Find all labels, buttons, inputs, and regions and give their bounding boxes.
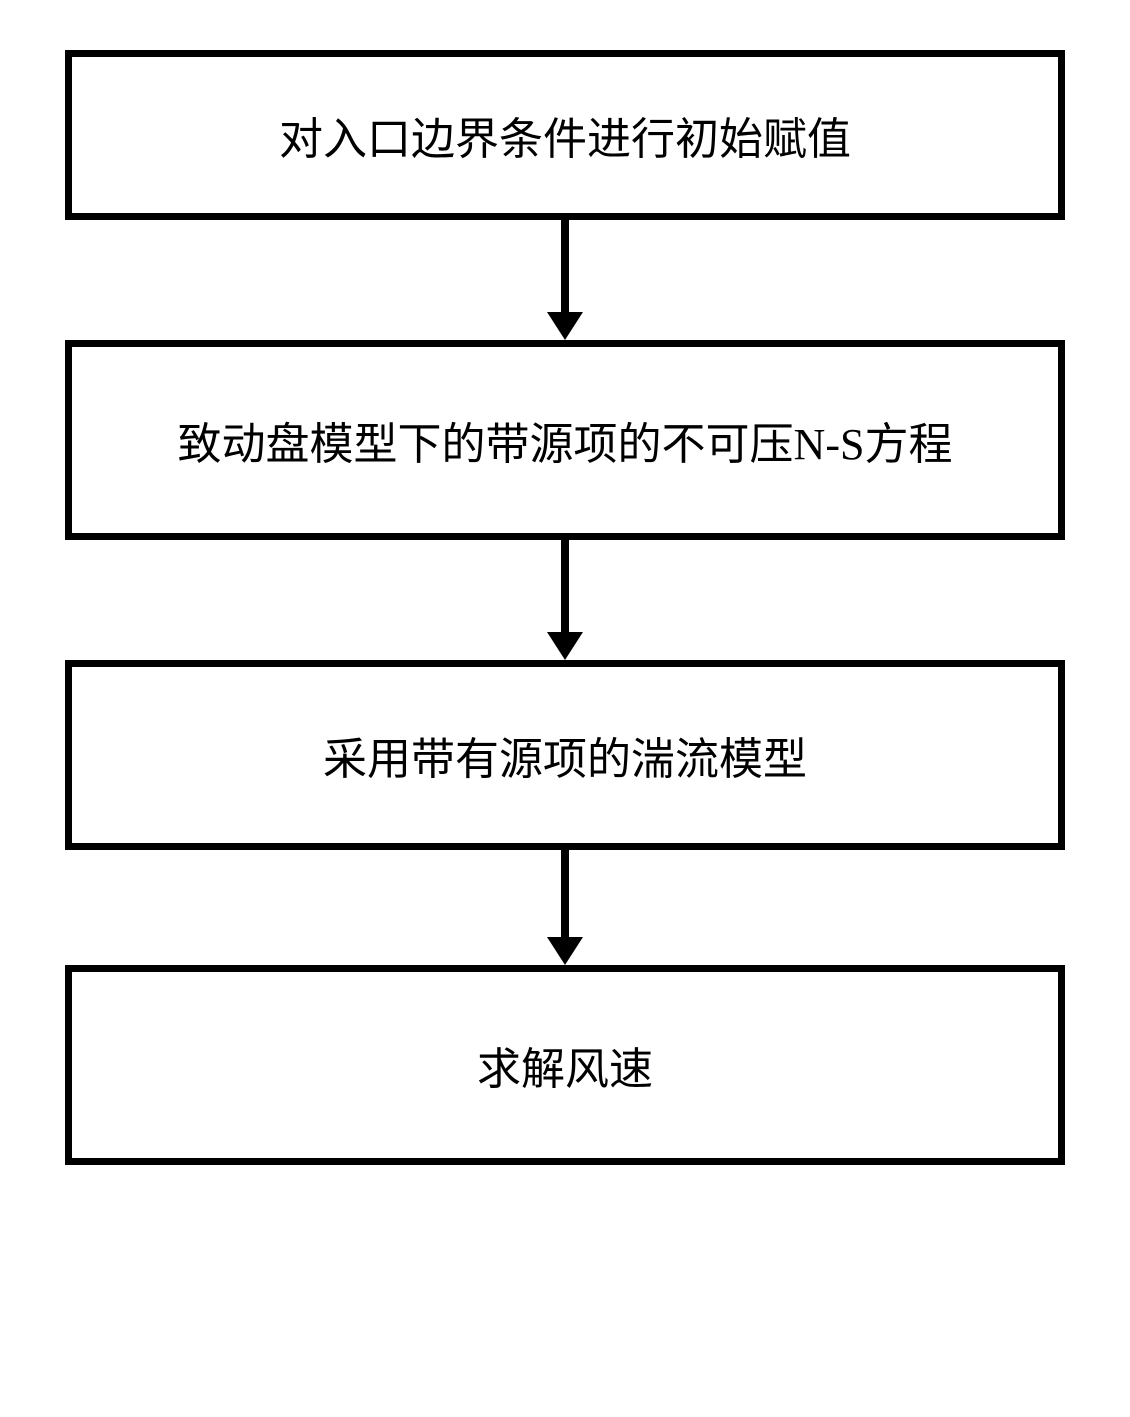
flowchart-container: 对入口边界条件进行初始赋值 致动盘模型下的带源项的不可压N-S方程 采用带有源项… bbox=[65, 50, 1065, 1165]
flowchart-step-4: 求解风速 bbox=[65, 965, 1065, 1165]
arrow-head-icon bbox=[547, 312, 583, 340]
step-2-label: 致动盘模型下的带源项的不可压N-S方程 bbox=[178, 408, 953, 472]
arrow-1-to-2 bbox=[65, 220, 1065, 340]
arrow-2-to-3 bbox=[65, 540, 1065, 660]
arrow-line bbox=[561, 220, 569, 312]
step-4-label: 求解风速 bbox=[477, 1033, 653, 1097]
flowchart-step-2: 致动盘模型下的带源项的不可压N-S方程 bbox=[65, 340, 1065, 540]
arrow-line bbox=[561, 850, 569, 937]
arrow-line bbox=[561, 540, 569, 632]
arrow-head-icon bbox=[547, 937, 583, 965]
arrow-3-to-4 bbox=[65, 850, 1065, 965]
step-3-label: 采用带有源项的湍流模型 bbox=[323, 723, 807, 787]
flowchart-step-1: 对入口边界条件进行初始赋值 bbox=[65, 50, 1065, 220]
flowchart-step-3: 采用带有源项的湍流模型 bbox=[65, 660, 1065, 850]
step-1-label: 对入口边界条件进行初始赋值 bbox=[279, 103, 851, 167]
arrow-head-icon bbox=[547, 632, 583, 660]
